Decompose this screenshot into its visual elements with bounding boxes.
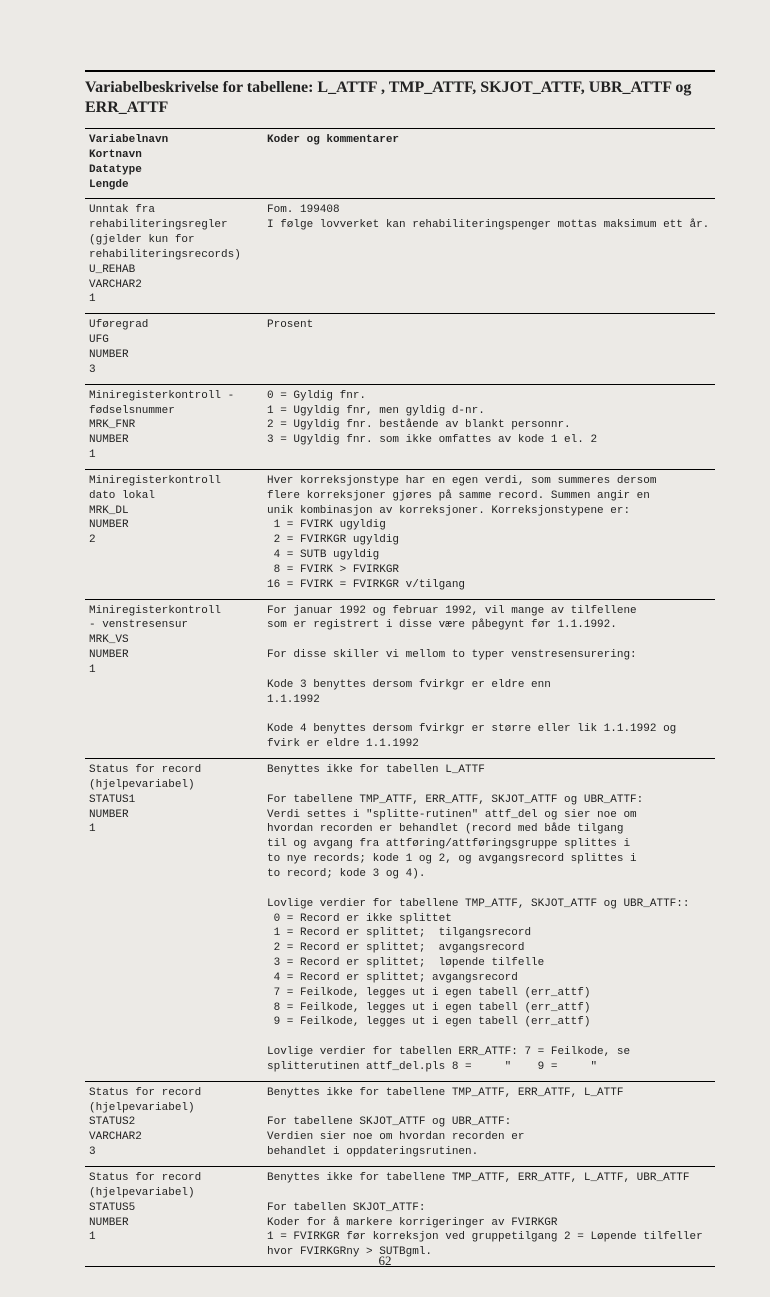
table-row: Unntak fra rehabiliteringsregler (gjelde…: [85, 199, 715, 314]
var-right: For januar 1992 og februar 1992, vil man…: [267, 604, 711, 752]
var-right: Benyttes ikke for tabellene TMP_ATTF, ER…: [267, 1086, 711, 1160]
header-right-label: Koder og kommentarer: [267, 133, 711, 148]
var-left: Miniregisterkontroll - venstresensur MRK…: [89, 604, 259, 678]
page-number: 62: [0, 1253, 770, 1269]
var-left: Miniregisterkontroll dato lokal MRK_DL N…: [89, 474, 259, 548]
page-title-line1: Variabelbeskrivelse for tabellene: L_ATT…: [85, 78, 715, 98]
table-row: Status for record (hjelpevariabel) STATU…: [85, 1167, 715, 1267]
var-left: Status for record (hjelpevariabel) STATU…: [89, 763, 259, 837]
table-row: Uføregrad UFG NUMBER 3 Prosent: [85, 314, 715, 384]
table-row: Miniregisterkontroll - fødselsnummer MRK…: [85, 384, 715, 469]
variable-table: Variabelnavn Kortnavn Datatype Lengde Ko…: [85, 129, 715, 1267]
table-row: Status for record (hjelpevariabel) STATU…: [85, 759, 715, 1082]
var-right: Fom. 199408 I følge lovverket kan rehabi…: [267, 203, 711, 233]
table-row: Status for record (hjelpevariabel) STATU…: [85, 1081, 715, 1166]
header-left-label: Variabelnavn Kortnavn Datatype Lengde: [89, 133, 259, 192]
page-title-line2: ERR_ATTF: [85, 98, 715, 118]
var-right: 0 = Gyldig fnr. 1 = Ugyldig fnr, men gyl…: [267, 389, 711, 448]
document-page: Variabelbeskrivelse for tabellene: L_ATT…: [0, 0, 770, 1297]
table-header-row: Variabelnavn Kortnavn Datatype Lengde Ko…: [85, 129, 715, 199]
title-block: Variabelbeskrivelse for tabellene: L_ATT…: [85, 70, 715, 122]
var-right: Prosent: [267, 318, 711, 333]
var-left: Status for record (hjelpevariabel) STATU…: [89, 1171, 259, 1245]
var-left: Unntak fra rehabiliteringsregler (gjelde…: [89, 203, 259, 307]
var-left: Uføregrad UFG NUMBER 3: [89, 318, 259, 377]
table-row: Miniregisterkontroll - venstresensur MRK…: [85, 599, 715, 758]
table-row: Miniregisterkontroll dato lokal MRK_DL N…: [85, 469, 715, 599]
var-right: Benyttes ikke for tabellen L_ATTF For ta…: [267, 763, 711, 1075]
var-left: Miniregisterkontroll - fødselsnummer MRK…: [89, 389, 259, 463]
var-right: Hver korreksjonstype har en egen verdi, …: [267, 474, 711, 593]
var-left: Status for record (hjelpevariabel) STATU…: [89, 1086, 259, 1160]
var-right: Benyttes ikke for tabellene TMP_ATTF, ER…: [267, 1171, 711, 1260]
